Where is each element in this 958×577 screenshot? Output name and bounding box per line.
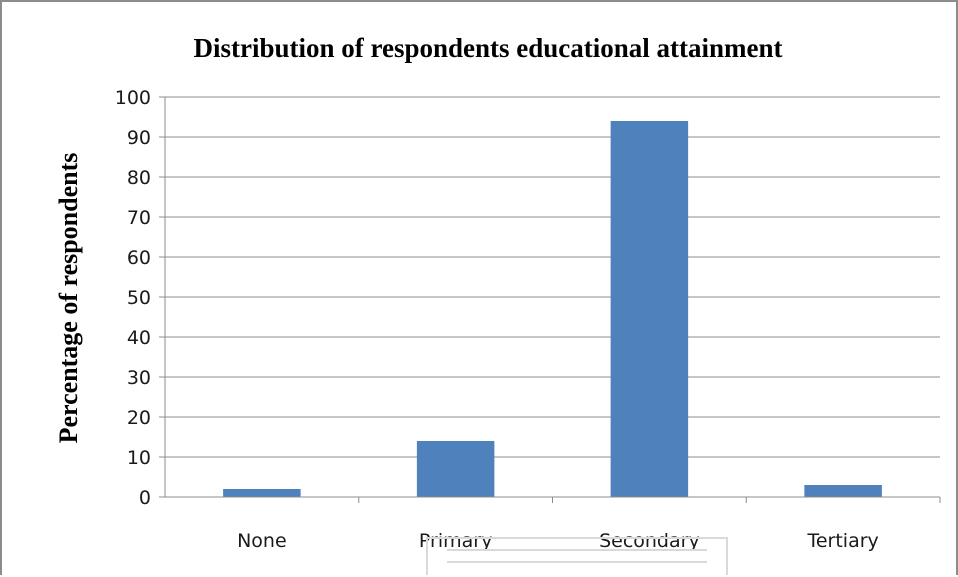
y-tick-label: 70	[127, 207, 151, 229]
y-tick-label: 20	[127, 407, 151, 429]
bar-tertiary	[804, 485, 882, 497]
bars	[223, 121, 882, 497]
y-tick-label: 60	[127, 247, 151, 269]
y-tick-label: 0	[139, 487, 151, 509]
category-label: Tertiary	[806, 530, 878, 552]
bar-none	[223, 489, 301, 497]
y-tick-label: 10	[127, 447, 151, 469]
gridlines	[159, 96, 940, 498]
y-axis-label: Percentage of respondents	[54, 153, 83, 444]
x-axis	[164, 97, 941, 503]
y-tick-label: 40	[127, 327, 151, 349]
category-label: Secondary	[599, 530, 700, 552]
y-tick-label: 90	[127, 127, 151, 149]
y-tick-label: 80	[127, 167, 151, 189]
y-tick-label: 50	[127, 287, 151, 309]
category-label: Primary	[419, 530, 492, 552]
y-tick-labels: 0 10 20 30 40 50 60 70 80 90 100	[115, 87, 151, 509]
chart-title: Distribution of respondents educational …	[193, 33, 782, 63]
watermark-logo	[426, 537, 728, 575]
y-tick-label: 30	[127, 367, 151, 389]
category-labels: None Primary Secondary Tertiary	[237, 530, 879, 552]
category-label: None	[237, 530, 287, 552]
y-tick-label: 100	[115, 87, 151, 109]
bar-primary	[416, 441, 495, 497]
bar-secondary	[610, 121, 689, 497]
